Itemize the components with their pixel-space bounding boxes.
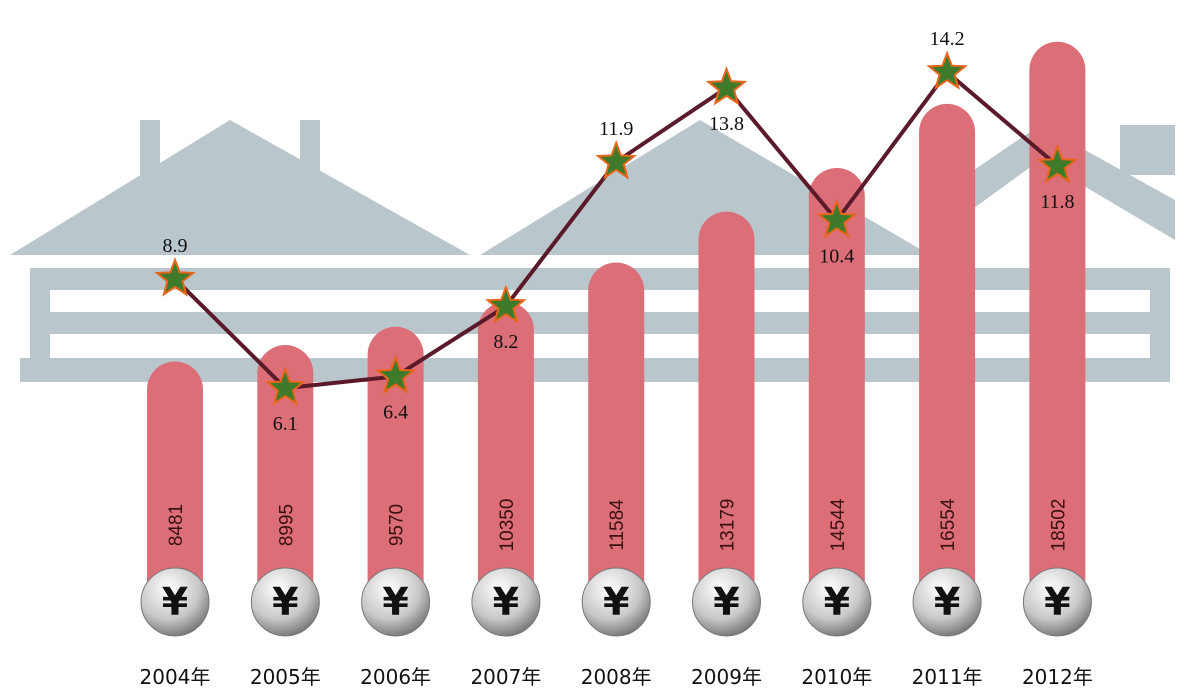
x-tick-label: 2011年 [912,665,983,689]
bar-value-label: 18502 [1048,499,1069,552]
bar-value-label: 8481 [166,504,187,546]
line-value-label: 11.9 [599,118,633,140]
coin-symbol: ¥ [493,580,519,624]
x-tick-label: 2012年 [1022,665,1093,689]
line-value-label: 10.4 [819,245,854,267]
bar-value-label: 11584 [607,499,628,551]
line-value-label: 11.8 [1040,191,1074,213]
bar-value-label: 10350 [497,499,518,552]
line-value-label: 14.2 [930,28,965,50]
coin-symbol: ¥ [603,580,629,624]
bar [919,104,975,632]
coin-symbol: ¥ [272,580,298,624]
x-tick-label: 2007年 [470,665,541,689]
x-tick-label: 2009年 [691,665,762,689]
bar-value-label: 9570 [387,504,408,546]
x-tick-label: 2008年 [581,665,652,689]
x-tick-label: 2004年 [140,665,211,689]
bar-value-label: 14544 [828,498,849,551]
x-tick-label: 2006年 [360,665,431,689]
coin-symbol: ¥ [1044,580,1070,624]
line-value-label: 6.1 [273,413,298,435]
line-value-label: 13.8 [709,113,744,135]
x-tick-label: 2005年 [250,665,321,689]
bar-value-label: 8995 [276,504,297,546]
bar [809,168,865,632]
bar-value-label: 13179 [718,499,739,552]
x-tick-label: 2010年 [801,665,872,689]
chart: 8481 ¥2004年 8995 ¥2005年 9570 ¥2006年 10350 ¥2007… [0,0,1188,689]
line-value-label: 8.9 [163,235,188,257]
line-value-label: 6.4 [383,401,408,423]
coin-symbol: ¥ [382,580,408,624]
coin-symbol: ¥ [713,580,739,624]
plot: 8481 ¥2004年 8995 ¥2005年 9570 ¥2006年 10350 ¥2007… [140,28,1093,689]
coin-symbol: ¥ [934,580,960,624]
bar-value-label: 16554 [938,498,959,551]
coin-symbol: ¥ [824,580,850,624]
line-value-label: 8.2 [493,331,518,353]
coin-symbol: ¥ [162,580,188,624]
